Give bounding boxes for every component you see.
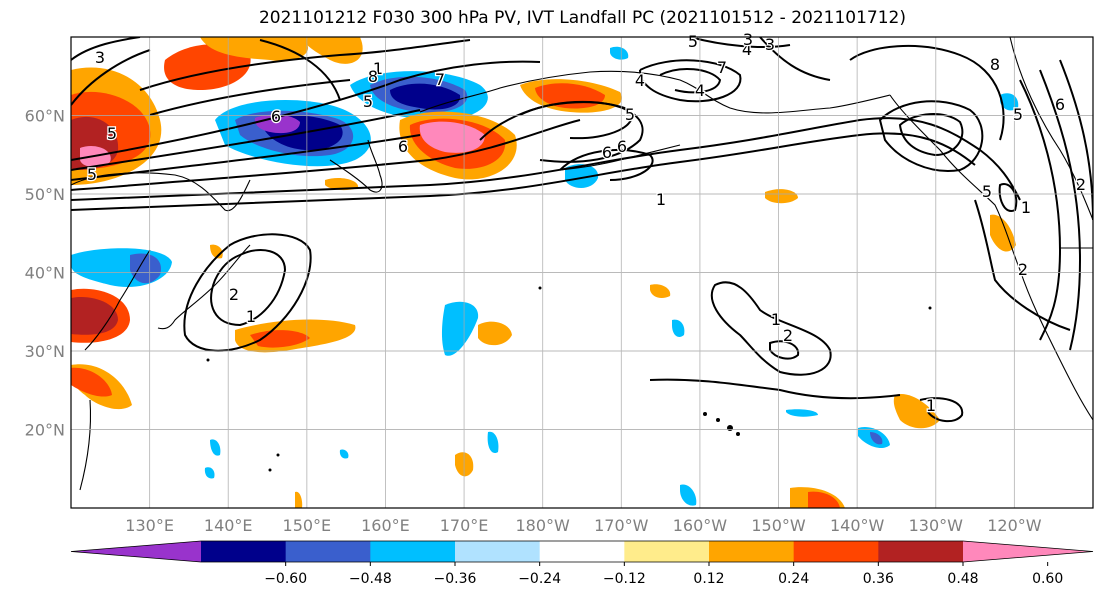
lat-tick-label: 40°N (25, 264, 65, 283)
contour-label: 6 (271, 107, 281, 126)
colorbar-tick-label: −0.24 (518, 571, 561, 587)
colorbar-segment (539, 541, 625, 562)
pv-contours (71, 37, 1093, 423)
shaded-field (71, 37, 1019, 508)
contour-label: 5 (363, 92, 373, 111)
lon-tick-label: 130°W (909, 516, 964, 535)
contour-label: 7 (435, 70, 445, 89)
contour-label: 1 (656, 190, 666, 209)
lon-tick-label: 120°W (987, 516, 1042, 535)
colorbar-segment (709, 541, 795, 562)
colorbar (70, 540, 1094, 563)
contour-label: 8 (368, 67, 378, 86)
contour-label: 4 (695, 81, 705, 100)
colorbar-extend-high (963, 541, 1093, 562)
contour-label: 6 (398, 137, 408, 156)
lon-tick-label: 180°W (516, 516, 571, 535)
colorbar-segment (878, 541, 964, 562)
colorbar-extend-low (71, 541, 201, 562)
lat-tick-label: 20°N (25, 421, 65, 440)
contour-label: 2 (229, 285, 239, 304)
contour-label: 5 (688, 32, 698, 51)
contour-label: 5 (107, 124, 117, 143)
contour-label: 6 (1055, 95, 1065, 114)
colorbar-segment (624, 541, 710, 562)
contour-label: 2 (1076, 175, 1086, 194)
colorbar-segment (793, 541, 879, 562)
contour-label: 7 (717, 58, 727, 77)
contour-label: 3 (743, 30, 753, 49)
lon-tick-label: 130°E (125, 516, 174, 535)
colorbar-tick-label: 0.48 (947, 571, 978, 587)
lon-labels: 130°E 140°E 150°E 160°E 170°E 180°W 170°W 160°W… (125, 516, 1041, 535)
colorbar-tick-label: −0.36 (434, 571, 477, 587)
contour-label: 8 (990, 55, 1000, 74)
lon-tick-label: 170°W (594, 516, 649, 535)
colorbar-tick-label: −0.60 (264, 571, 307, 587)
lat-tick-label: 60°N (25, 107, 65, 126)
lon-tick-label: 140°W (830, 516, 885, 535)
contour-label: 4 (742, 40, 752, 59)
lat-tick-label: 50°N (25, 185, 65, 204)
contour-label: 1 (1021, 198, 1031, 217)
colorbar-tick-label: 0.24 (778, 571, 809, 587)
contour-label: 2 (1018, 260, 1028, 279)
contour-label: 5 (87, 165, 97, 184)
contour-label: 6 (602, 143, 612, 162)
contour-label: 3 (765, 35, 775, 54)
lon-tick-label: 140°E (204, 516, 253, 535)
contour-label: 6 (617, 137, 627, 156)
colorbar-segment (285, 541, 371, 562)
island-dots (206, 286, 932, 472)
lat-tick-label: 30°N (25, 342, 65, 361)
lon-tick-label: 150°E (283, 516, 332, 535)
lon-tick-label: 160°W (673, 516, 728, 535)
colorbar-outline (70, 540, 1094, 563)
contour-label: 1 (926, 396, 936, 415)
colorbar-tick-label: 0.36 (863, 571, 894, 587)
colorbar-segment (201, 541, 287, 562)
lon-tick-label: 150°W (751, 516, 806, 535)
colorbar-segment (455, 541, 541, 562)
contour-label: 4 (635, 71, 645, 90)
colorbar-tick-label: 0.12 (693, 571, 724, 587)
contour-label: 3 (95, 48, 105, 67)
colorbar-segment (370, 541, 456, 562)
contour-label: 1 (246, 307, 256, 326)
gridlines (71, 37, 1093, 508)
colorbar-tick-label: 0.60 (1032, 571, 1063, 587)
colorbar-tick-label: −0.12 (603, 571, 646, 587)
colorbar-tick-label: −0.48 (349, 571, 392, 587)
contour-label: 1 (373, 59, 383, 78)
contour-label: 1 (771, 310, 781, 329)
contour-label: 5 (1013, 105, 1023, 124)
contour-label: 5 (982, 182, 992, 201)
contour-label: 2 (783, 326, 793, 345)
map-frame (70, 36, 1094, 509)
lat-labels: 60°N 50°N 40°N 30°N 20°N (25, 107, 65, 440)
lon-tick-label: 170°E (440, 516, 489, 535)
colorbar-ticks: −0.60 −0.48 −0.36 −0.24 −0.12 0.12 0.24 0.36 0.4… (264, 562, 1063, 587)
contour-label: 5 (625, 105, 635, 124)
lon-tick-label: 160°E (361, 516, 410, 535)
map-title: 2021101212 F030 300 hPa PV, IVT Landfall… (258, 8, 906, 28)
